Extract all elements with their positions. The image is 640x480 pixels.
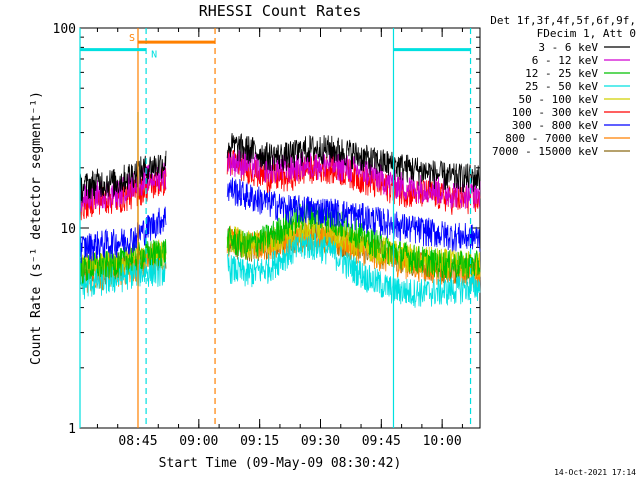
legend-label: 6 - 12 keV: [532, 54, 599, 67]
legend-header-2: FDecim 1, Att 0: [537, 27, 636, 40]
x-tick-label: 08:45: [118, 434, 157, 449]
x-axis-label: Start Time (09-May-09 08:30:42): [159, 456, 402, 471]
series-line-2: [79, 200, 481, 285]
legend-label: 800 - 7000 keV: [505, 132, 598, 145]
legend-label: 12 - 25 keV: [525, 67, 598, 80]
y-tick-label: 100: [53, 22, 76, 37]
series-line-3: [79, 232, 481, 308]
legend-label: 100 - 300 keV: [512, 106, 598, 119]
y-tick-label: 10: [60, 222, 76, 237]
legend-label: 7000 - 15000 keV: [492, 145, 598, 158]
legend-header-1: Det 1f,3f,4f,5f,6f,9f,: [490, 14, 636, 27]
x-tick-label: 09:00: [179, 434, 218, 449]
legend-label: 3 - 6 keV: [538, 41, 598, 54]
series-line-6: [79, 177, 481, 264]
x-tick-label: 10:00: [423, 434, 462, 449]
y-axis-label: Count Rate (s⁻¹ detector segment⁻¹): [29, 91, 44, 365]
series-line-0: [79, 133, 481, 203]
x-tick-label: 09:30: [301, 434, 340, 449]
annotation-label: N: [151, 50, 157, 61]
x-tick-label: 09:15: [240, 434, 279, 449]
annotation-label: S: [129, 33, 135, 44]
timestamp: 14-Oct-2021 17:14: [554, 468, 636, 477]
y-tick-label: 1: [68, 422, 76, 437]
legend-label: 300 - 800 keV: [512, 119, 598, 132]
x-tick-label: 09:45: [362, 434, 401, 449]
chart-title: RHESSI Count Rates: [199, 2, 362, 20]
legend-label: 25 - 50 keV: [525, 80, 598, 93]
legend-label: 50 - 100 keV: [519, 93, 599, 106]
